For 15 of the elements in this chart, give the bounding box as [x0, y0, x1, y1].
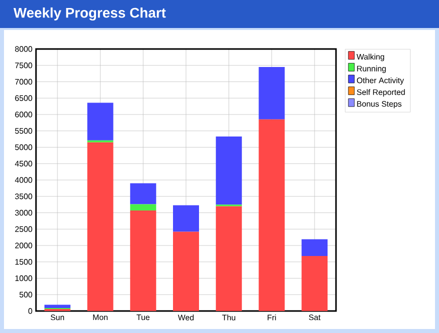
bar [130, 210, 156, 311]
bar [258, 119, 285, 311]
bar [130, 204, 156, 210]
chart-title: Weekly Progress Chart [14, 7, 166, 21]
bar [216, 136, 242, 205]
bar [87, 102, 114, 140]
bar [87, 142, 114, 311]
bar [258, 67, 285, 120]
bar [173, 232, 200, 311]
bar [302, 256, 328, 311]
bar [130, 183, 156, 204]
bar [216, 206, 242, 311]
bar [173, 205, 200, 232]
bar [302, 239, 328, 256]
bar [44, 304, 70, 308]
